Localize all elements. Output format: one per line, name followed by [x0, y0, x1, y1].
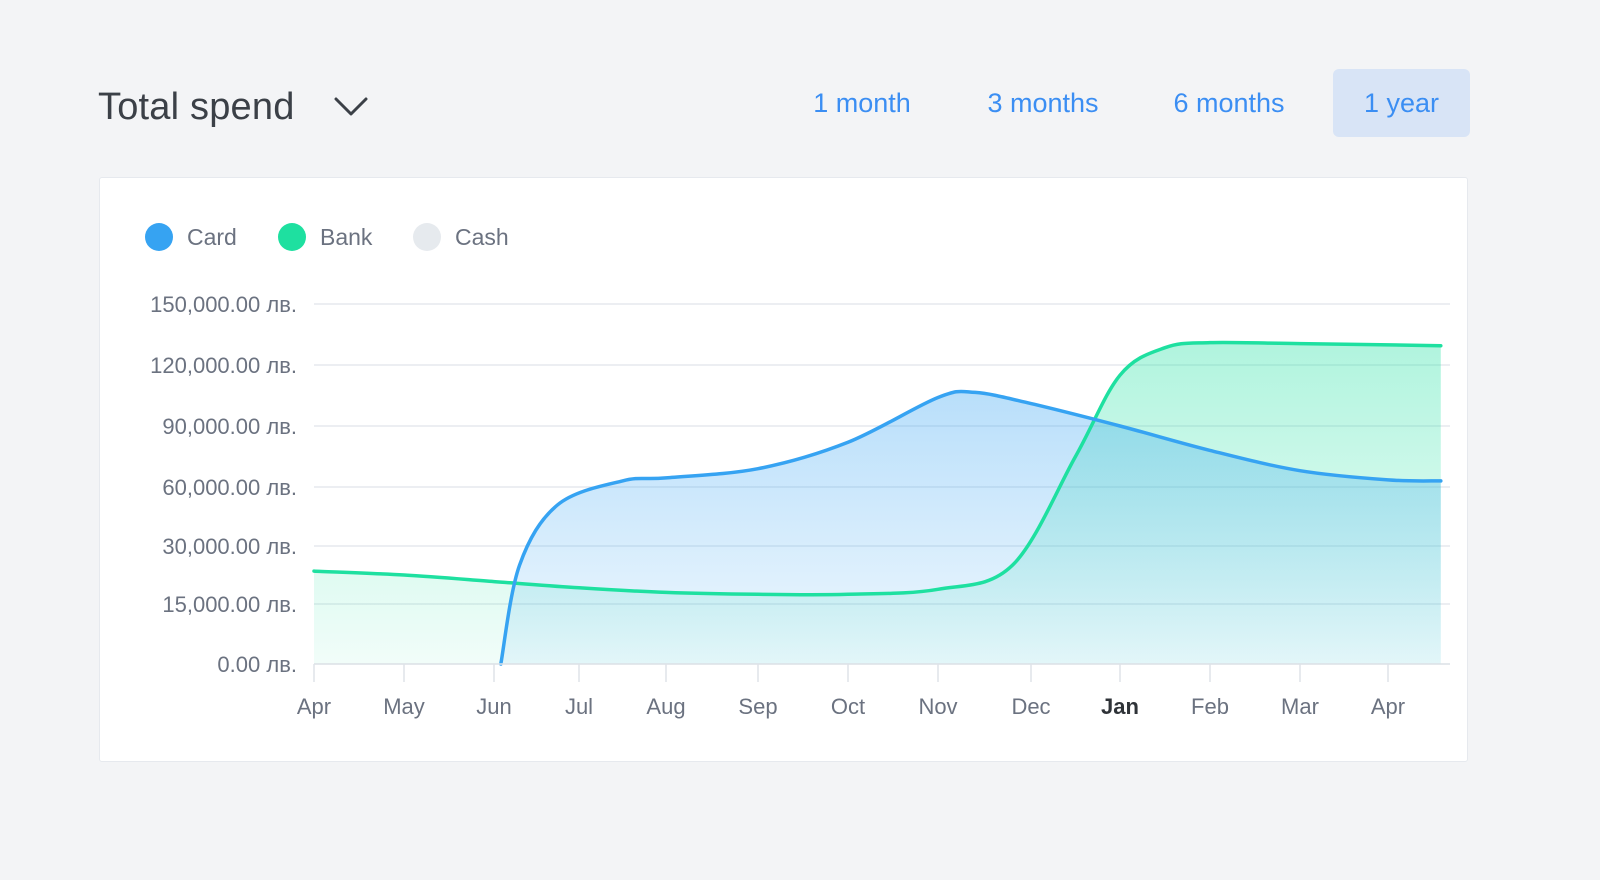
- series-line-card[interactable]: [499, 389, 1443, 666]
- series-line-bank[interactable]: [312, 340, 1443, 597]
- x-tick-label: Jun: [476, 694, 511, 719]
- x-tick-label: May: [383, 694, 425, 719]
- legend-dot-cash: [413, 223, 441, 251]
- y-tick-label: 90,000.00 лв.: [162, 414, 297, 439]
- legend-item-card[interactable]: Card: [145, 222, 237, 252]
- x-tick-label: Apr: [1371, 694, 1405, 719]
- x-tick-label: Dec: [1011, 694, 1050, 719]
- legend-dot-bank: [278, 223, 306, 251]
- x-tick-label: Sep: [738, 694, 777, 719]
- legend-dot-card: [145, 223, 173, 251]
- legend-label-cash: Cash: [455, 223, 509, 250]
- x-tick-label: Jul: [565, 694, 593, 719]
- x-tick-label: Jan: [1101, 694, 1139, 719]
- x-tick-label: Mar: [1281, 694, 1319, 719]
- x-tick-label: Aug: [646, 694, 685, 719]
- chevron-down-icon[interactable]: [334, 96, 368, 118]
- range-tab-1-year[interactable]: 1 year: [1333, 69, 1470, 137]
- legend-label-card: Card: [187, 223, 237, 250]
- y-tick-label: 15,000.00 лв.: [162, 592, 297, 617]
- x-tick-label: Feb: [1191, 694, 1229, 719]
- page-title: Total spend: [98, 86, 295, 128]
- legend-item-bank[interactable]: Bank: [278, 222, 372, 252]
- y-tick-label: 120,000.00 лв.: [150, 353, 297, 378]
- range-tab-6-months[interactable]: 6 months: [1173, 88, 1285, 118]
- range-tab-3-months[interactable]: 3 months: [987, 88, 1099, 118]
- x-tick-label: Apr: [297, 694, 331, 719]
- y-tick-label: 30,000.00 лв.: [162, 534, 297, 559]
- legend-item-cash[interactable]: Cash: [413, 222, 509, 252]
- y-tick-label: 0.00 лв.: [217, 652, 297, 677]
- x-tick-label: Oct: [831, 694, 865, 719]
- y-tick-label: 150,000.00 лв.: [150, 292, 297, 317]
- legend-label-bank: Bank: [320, 223, 373, 250]
- y-tick-label: 60,000.00 лв.: [162, 475, 297, 500]
- range-tab-1-month[interactable]: 1 month: [813, 88, 911, 118]
- area-card: [500, 391, 1441, 664]
- x-tick-label: Nov: [918, 694, 957, 719]
